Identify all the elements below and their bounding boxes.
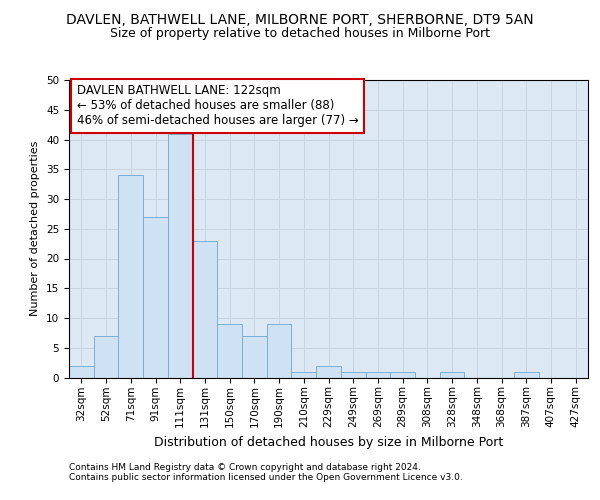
Y-axis label: Number of detached properties: Number of detached properties <box>31 141 40 316</box>
Bar <box>217 324 242 378</box>
Bar <box>292 372 316 378</box>
Bar <box>440 372 464 378</box>
Bar <box>242 336 267 378</box>
Bar <box>267 324 292 378</box>
Bar <box>365 372 390 378</box>
Text: DAVLEN, BATHWELL LANE, MILBORNE PORT, SHERBORNE, DT9 5AN: DAVLEN, BATHWELL LANE, MILBORNE PORT, SH… <box>66 12 534 26</box>
Bar <box>94 336 118 378</box>
Text: Contains public sector information licensed under the Open Government Licence v3: Contains public sector information licen… <box>69 472 463 482</box>
Text: Size of property relative to detached houses in Milborne Port: Size of property relative to detached ho… <box>110 28 490 40</box>
Text: DAVLEN BATHWELL LANE: 122sqm
← 53% of detached houses are smaller (88)
46% of se: DAVLEN BATHWELL LANE: 122sqm ← 53% of de… <box>77 84 359 128</box>
Bar <box>118 175 143 378</box>
Bar <box>168 134 193 378</box>
Text: Contains HM Land Registry data © Crown copyright and database right 2024.: Contains HM Land Registry data © Crown c… <box>69 462 421 471</box>
Bar <box>316 366 341 378</box>
Bar <box>143 217 168 378</box>
X-axis label: Distribution of detached houses by size in Milborne Port: Distribution of detached houses by size … <box>154 436 503 448</box>
Bar <box>341 372 365 378</box>
Bar <box>193 240 217 378</box>
Bar <box>514 372 539 378</box>
Bar <box>390 372 415 378</box>
Bar <box>69 366 94 378</box>
